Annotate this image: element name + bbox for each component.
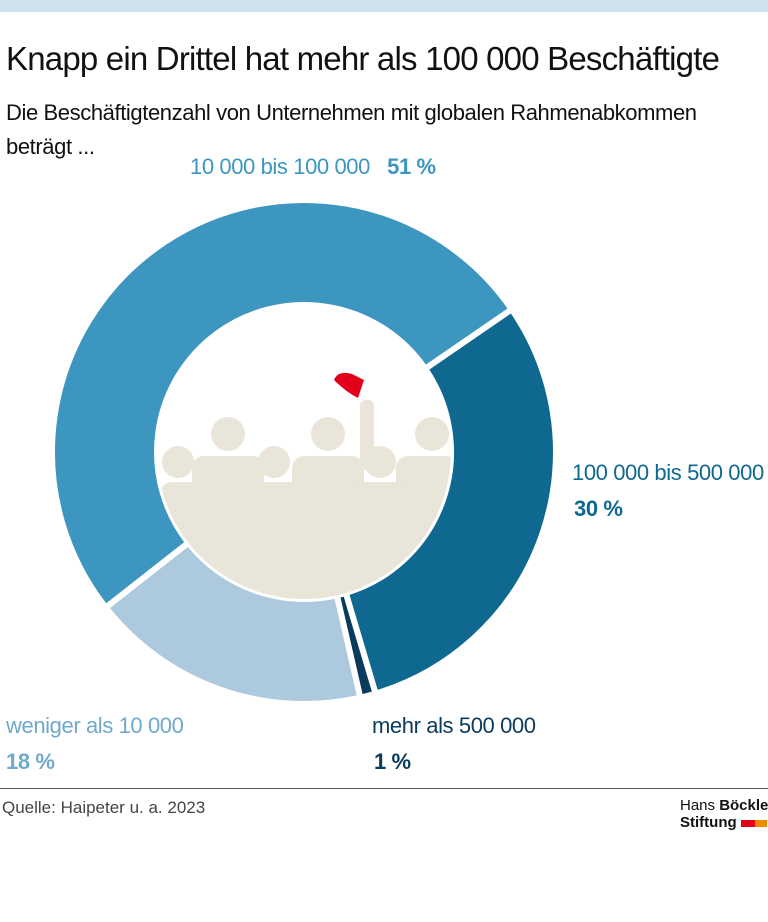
donut-chart [49,197,556,704]
donut-slice-3 [49,197,516,612]
footer-divider [0,788,768,789]
label-weniger-10000: weniger als 10 000 18 % [6,713,184,774]
source-note: Quelle: Haipeter u. a. 2023 [2,798,206,817]
people-illustration [160,372,451,599]
top-band [0,0,768,12]
red-flag-icon [334,372,364,398]
label-10000-100000: 10 000 bis 100 000 51 % [190,154,436,179]
chart-subtitle: Die Beschäftigtenzahl von Unternehmen mi… [6,100,697,159]
hans-boeckler-logo: Hans Böckler Stiftung [680,797,768,831]
chart-title: Knapp ein Drittel hat mehr als 100 000 B… [6,40,720,77]
label-100000-500000: 100 000 bis 500 000 30 % [572,460,764,521]
label-mehr-500000: mehr als 500 000 1 % [372,713,536,774]
